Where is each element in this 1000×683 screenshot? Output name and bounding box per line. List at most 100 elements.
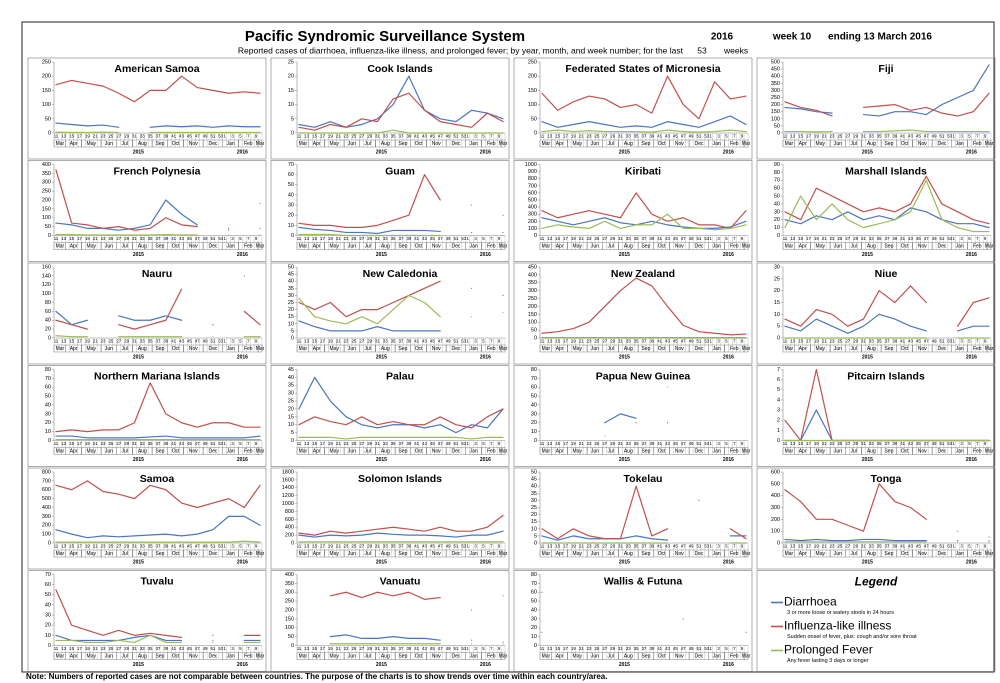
month-label: Nov [189,449,198,455]
series-line [298,530,504,538]
month-label: Apr [556,244,564,250]
month-label: Mar [542,449,551,455]
week-label: 33 [869,441,874,446]
week-label: 3 [231,646,234,651]
series-line [541,277,747,336]
month-box [986,242,992,250]
month-label: Oct [172,346,180,352]
month-label: Mar [299,141,308,147]
month-label: Jan [956,449,964,455]
week-label: 7 [733,236,736,241]
series-line [55,169,261,231]
week-label: 29 [367,441,372,446]
month-label: Dec [937,244,946,250]
month-label: Apr [313,551,321,557]
week-label: 17 [77,339,82,344]
series-line [55,435,261,439]
month-label: Dec [694,654,703,660]
y-tick-label: 25 [288,59,294,65]
week-label: 7 [490,646,493,651]
week-label: 11 [297,134,302,139]
week-label: 31 [375,646,380,651]
y-tick-label: 60 [531,590,537,596]
week-label: 39 [406,339,411,344]
year-label: 2015 [619,662,630,668]
week-label: 21 [336,646,341,651]
week-label: 7 [976,441,979,446]
series-line [55,589,261,638]
y-tick-label: 80 [45,300,51,306]
y-tick-label: 15 [774,300,780,306]
panel-title: Pitcairn Islands [847,370,925,382]
month-label: Mar [742,244,751,250]
week-label: 1 [467,339,470,344]
week-label: 9 [255,646,258,651]
legend-description: 3 or more loose or watery stools in 24 h… [787,610,894,616]
week-label: 49 [446,134,451,139]
month-label: Dec [208,654,217,660]
month-label: Jan [713,551,721,557]
week-label: 5 [482,236,485,241]
y-tick-label: 400 [42,162,51,168]
month-label: Mar [542,346,551,352]
month-label: Jun [591,551,599,557]
week-label: 7 [976,236,979,241]
series-line [298,92,504,131]
y-tick-label: 500 [771,59,780,65]
week-label: 51 [940,236,945,241]
month-label: Jan [713,141,721,147]
series-line [784,129,990,133]
month-label: Jan [713,654,721,660]
week-label: 27 [359,544,364,549]
month-label: Sep [399,654,408,660]
panel-frame [27,570,267,672]
week-label: 33 [140,236,145,241]
y-tick-label: 40 [531,402,537,408]
y-tick-label: 100 [42,291,51,297]
legend-label: Diarrhoea [784,595,837,609]
year-label: 2015 [376,457,387,463]
month-label: Dec [694,551,703,557]
week-label: 47 [681,134,686,139]
week-label: 21 [336,236,341,241]
y-tick-label: 500 [528,197,537,203]
week-label: 49 [932,544,937,549]
week-label: 33 [383,544,388,549]
week-label: 15 [798,441,803,446]
week-label: 41 [414,236,419,241]
week-label: 37 [399,134,404,139]
week-label: 11 [54,646,59,651]
legend-frame [756,570,996,672]
week-label: 45 [916,544,921,549]
month-label: Sep [156,449,165,455]
week-label: 17 [320,134,325,139]
week-label: 5 [725,544,728,549]
y-tick-label: 70 [774,178,780,184]
month-label: Jul [364,449,370,455]
week-label: 17 [563,236,568,241]
week-label: 15 [69,134,74,139]
page-frame [21,21,995,673]
week-label: 7 [490,134,493,139]
y-tick-label: 200 [285,607,294,613]
month-label: Nov [918,346,927,352]
year-label: 2015 [376,252,387,258]
week-label: 15 [555,441,560,446]
y-tick-label: 450 [528,264,537,270]
month-label: Oct [172,244,180,250]
week-label: 37 [156,236,161,241]
month-label: Dec [694,449,703,455]
year-label: 2015 [862,559,873,565]
week-label: 51 [211,236,216,241]
week-label: 33 [140,441,145,446]
week-label: 45 [430,544,435,549]
week-label: 3 [474,134,477,139]
month-label: Jul [607,654,613,660]
month-label: Oct [901,449,909,455]
week-label: 51 [697,646,702,651]
week-label: 45 [673,441,678,446]
week-label: 29 [124,134,129,139]
week-label: 25 [109,441,114,446]
